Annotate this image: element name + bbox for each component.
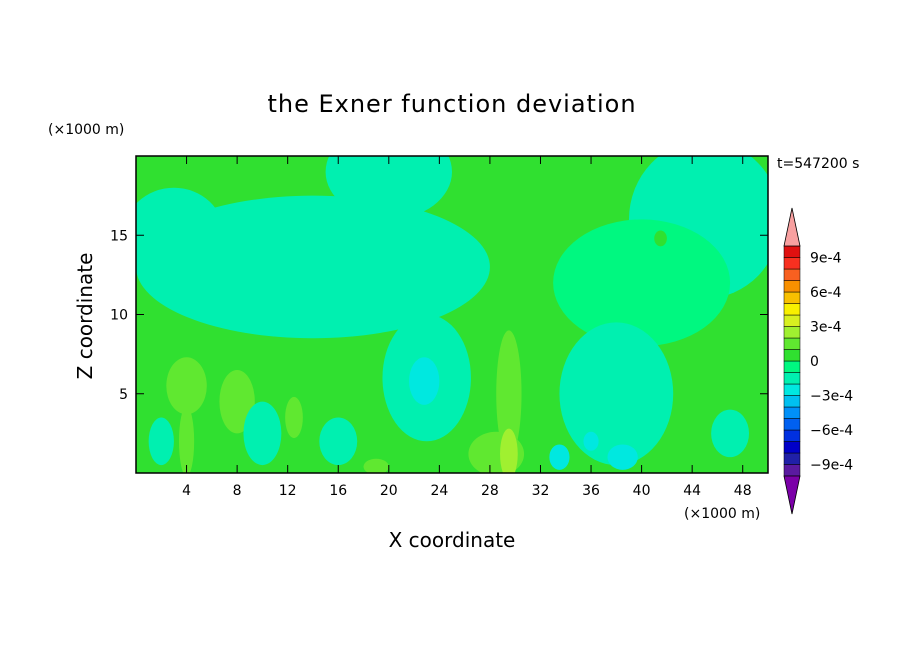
- x-tick-label: 44: [683, 483, 701, 499]
- colorbar-tick-label: −9e-4: [810, 458, 853, 474]
- colorbar-bin: [783, 303, 801, 316]
- y-tick-label: 5: [119, 387, 128, 403]
- y-axis-label: Z coordinate: [73, 253, 97, 380]
- contour-region: [136, 195, 490, 339]
- colorbar-tick-label: −6e-4: [810, 423, 853, 439]
- colorbar-bin: [783, 464, 801, 477]
- x-axis-label: X coordinate: [389, 528, 516, 552]
- colorbar-max-arrow: [783, 207, 801, 247]
- colorbar-bin: [783, 245, 801, 258]
- x-tick-label: 12: [279, 483, 297, 499]
- contour-region: [654, 230, 667, 247]
- colorbar-tick-label: 3e-4: [810, 320, 842, 336]
- x-tick-label: 28: [481, 483, 499, 499]
- colorbar-bin: [783, 452, 801, 465]
- colorbar-tick-label: 9e-4: [810, 251, 842, 267]
- y-tick-label: 15: [110, 228, 128, 244]
- x-tick-label: 36: [582, 483, 600, 499]
- contour-region: [166, 357, 207, 415]
- colorbar-bin: [783, 383, 801, 396]
- colorbar-bin: [783, 429, 801, 442]
- contour-region: [243, 401, 282, 466]
- colorbar-bin: [783, 291, 801, 304]
- contour-region: [363, 458, 389, 473]
- contour-region: [553, 219, 731, 347]
- contour-region: [285, 396, 303, 439]
- contour-region: [148, 417, 174, 466]
- x-tick-label: 32: [532, 483, 550, 499]
- contour-region: [549, 444, 570, 470]
- contour-region: [607, 444, 638, 470]
- colorbar-bin: [783, 280, 801, 293]
- colorbar-bin: [783, 406, 801, 419]
- x-unit-label: (×1000 m): [684, 506, 760, 522]
- x-tick-label: 20: [380, 483, 398, 499]
- colorbar-bin: [783, 360, 801, 373]
- contour-region: [409, 357, 440, 405]
- colorbar-bin: [783, 372, 801, 385]
- colorbar-bin: [783, 349, 801, 362]
- colorbar-tick-label: −3e-4: [810, 389, 853, 405]
- contour-field: [136, 156, 768, 473]
- colorbar-bin: [783, 314, 801, 327]
- contour-region: [559, 322, 674, 466]
- contour-region: [325, 156, 452, 220]
- colorbar-bin: [783, 326, 801, 339]
- colorbar-tick-label: 6e-4: [810, 285, 842, 301]
- colorbar-bin: [783, 257, 801, 270]
- y-axis: 5 10 15: [110, 228, 768, 403]
- y-unit-label: (×1000 m): [48, 122, 124, 138]
- contour-region: [496, 330, 522, 458]
- contour-region: [500, 428, 518, 473]
- contour-region: [583, 431, 599, 451]
- colorbar-bin: [783, 441, 801, 454]
- contour-region: [711, 409, 750, 458]
- x-tick-label: 16: [329, 483, 347, 499]
- colorbar-bin: [783, 268, 801, 281]
- x-axis: 4 8 12 16 20 24 28 32 36 40 44 48: [182, 156, 752, 499]
- contour-region: [219, 369, 255, 434]
- colorbar-tick-label: 0: [810, 354, 819, 370]
- x-tick-label: 4: [182, 483, 191, 499]
- chart-title: the Exner function deviation: [267, 90, 636, 118]
- y-tick-label: 10: [110, 308, 128, 324]
- colorbar-min-arrow: [783, 475, 801, 515]
- contour-region: [178, 406, 195, 473]
- time-label: t=547200 s: [777, 156, 859, 172]
- colorbar-bin: [783, 418, 801, 431]
- colorbar: 9e-4 6e-4 3e-4 0 −3e-4 −6e-4 −9e-4: [783, 207, 853, 515]
- x-tick-label: 40: [633, 483, 651, 499]
- colorbar-bin: [783, 337, 801, 350]
- colorbar-bin: [783, 395, 801, 408]
- x-tick-label: 24: [430, 483, 448, 499]
- contour-region: [136, 187, 225, 283]
- contour-region: [319, 417, 358, 466]
- x-tick-label: 8: [233, 483, 242, 499]
- x-tick-label: 48: [734, 483, 752, 499]
